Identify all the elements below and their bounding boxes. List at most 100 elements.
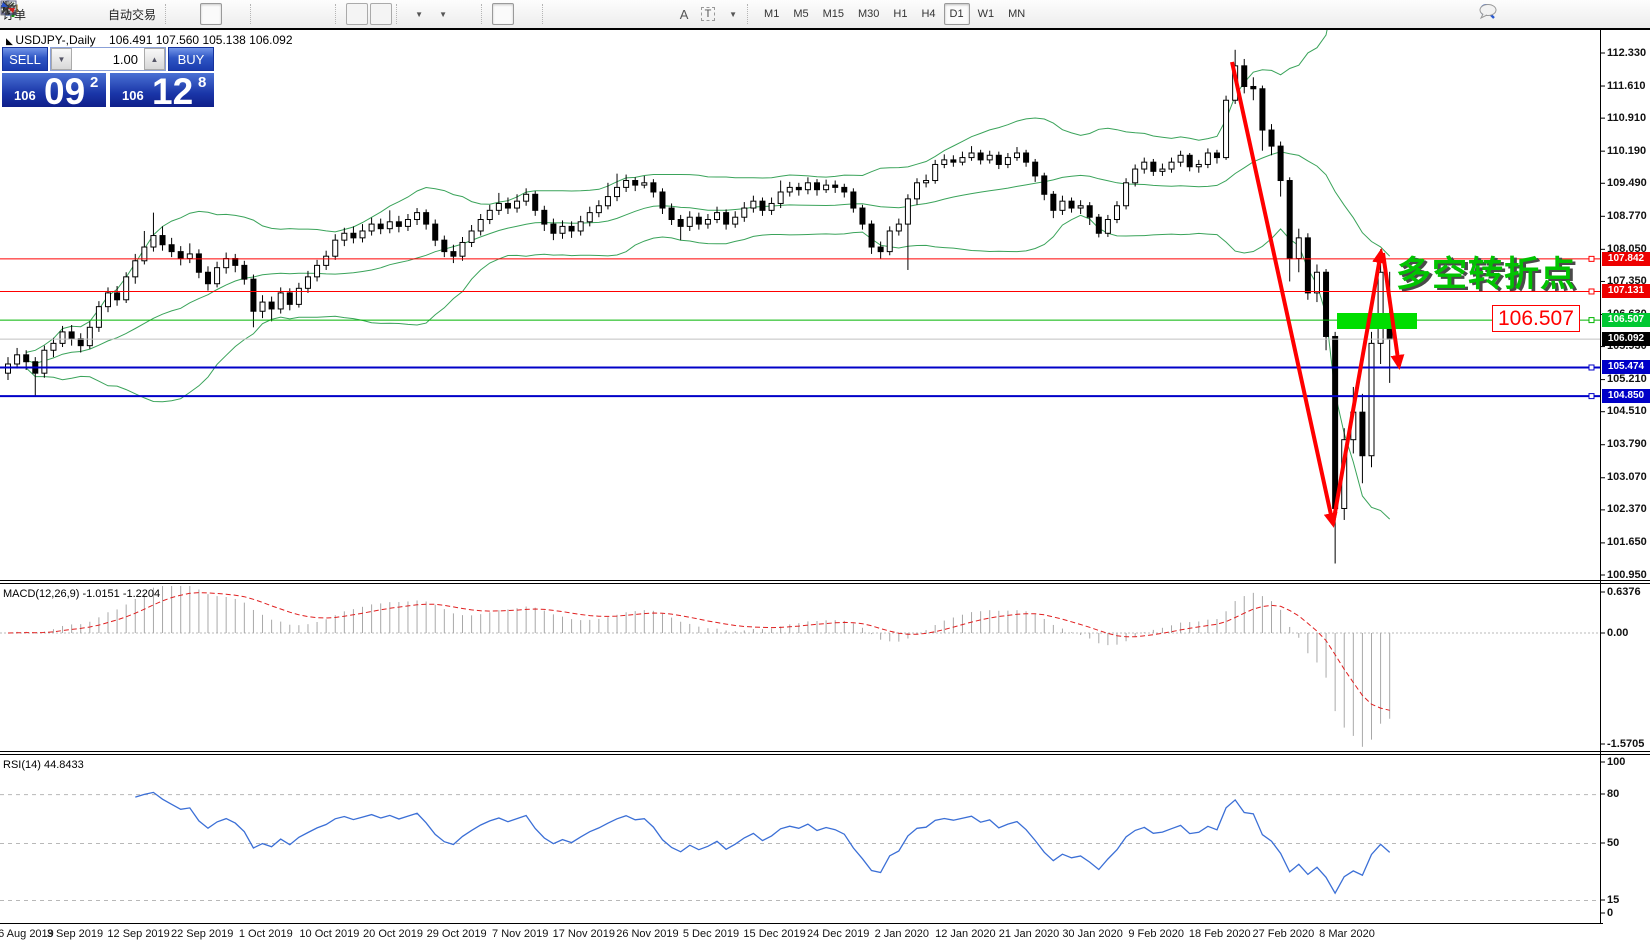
market-person-icon[interactable] [0,1,77,25]
turning-point-annotation[interactable]: 多空转折点 [1396,255,1577,294]
price-axis-tick: 103.070 [1607,471,1647,484]
vertical-line-tool[interactable] [5,1,575,25]
candle-body [1313,271,1320,294]
candle-body [595,205,602,214]
candle-body [632,180,639,186]
candle-body [877,246,884,253]
chart-title: ◣ USDJPY-,Daily 106.491 107.560 105.138 … [6,33,293,47]
zoom-out-button[interactable] [2,1,307,25]
price-tag-label[interactable]: 106.507 [1492,305,1580,332]
signal-icon[interactable] [1,0,101,25]
candlestick-mode-button[interactable] [1,1,223,25]
candle-body [650,182,657,193]
trend-arrow[interactable] [1331,248,1386,525]
add-indicator-button[interactable]: ▼ [0,0,429,25]
volume-input[interactable]: 1.00 [112,51,138,67]
price-axis-tick: 102.370 [1607,503,1647,516]
text-tool[interactable]: A [679,6,689,22]
turning-zone-rectangle[interactable] [1337,313,1417,329]
volume-up-button[interactable]: ▲ [144,48,165,70]
zoom-in-button[interactable] [2,1,283,25]
candle-body [704,219,711,225]
candle-body [623,180,630,188]
candle-body [750,200,757,209]
trend-arrow[interactable] [1230,61,1338,528]
chevron-down-icon: ▼ [439,9,447,19]
trend-arrow[interactable] [1381,252,1405,370]
chart-shift-button[interactable] [1,1,393,25]
line-chart-mode-button[interactable] [0,2,246,25]
text-label-tool[interactable]: T [697,3,719,25]
buy-button[interactable]: BUY [168,47,214,71]
rsi-line [135,791,1391,895]
price-badge: 104.850 [1602,389,1650,404]
date-axis-label: 24 Dec 2019 [806,928,870,940]
object-marker-icon: ◣ [6,36,16,46]
candle-body [277,292,284,310]
buy-price-big: 12 [152,71,194,112]
timeframe-D1[interactable]: D1 [943,3,970,25]
sell-button[interactable]: SELL [2,47,48,71]
macd-panel [0,586,1600,747]
tile-windows-button[interactable] [0,0,331,25]
rsi-axis-tick: 50 [1607,836,1620,849]
template-button[interactable] [0,0,477,25]
timeframe-H1[interactable]: H1 [893,8,908,20]
auto-scroll-button[interactable] [1,1,369,25]
candle-body [986,154,993,161]
chat-icon[interactable] [1479,3,1525,25]
candle-body [414,212,421,221]
candle-body [586,212,593,223]
date-axis-label: 26 Nov 2019 [616,928,679,940]
auto-trading-button[interactable]: 自动交易 [0,2,161,25]
horizontal-line-tool[interactable] [1,3,599,25]
candle-body [59,331,66,344]
timeframe-M5[interactable]: M5 [793,8,809,20]
candle-body [41,349,48,374]
candle-body [459,241,466,257]
candle-body [1195,163,1202,168]
candle-body [1168,161,1175,170]
price-badge: 106.092 [1602,332,1650,347]
toolbar: 订单 自动交易 [0,0,1650,29]
candle-body [1213,152,1220,159]
candle-body [95,306,102,328]
timeframe-M30[interactable]: M30 [858,8,880,20]
crosshair-tool-button[interactable] [1,1,538,25]
bollinger-band-line [26,151,1391,364]
candle-body [50,342,57,351]
candle-body [777,191,784,204]
notebook-icon[interactable] [1,2,53,25]
timeframe-M1[interactable]: M1 [764,8,780,20]
candle-body [268,301,275,310]
timeframe-H4[interactable]: H4 [921,8,936,20]
candle-body [1277,145,1284,182]
svg-text:F: F [12,11,16,16]
price-axis-tick: 110.910 [1607,111,1647,124]
sell-price-box[interactable]: 106 09 2 [2,73,106,110]
candle-body [195,253,202,273]
price-axis-tick: 103.790 [1607,438,1647,451]
timeframe-W1[interactable]: W1 [977,8,995,20]
trendline-tool[interactable] [1,2,623,25]
period-button[interactable]: ▼ [0,0,453,25]
macd-label: MACD(12,26,9) -1.0151 -1.2204 [3,588,161,600]
timeframe-MN[interactable]: MN [1008,8,1026,20]
cursor-tool-button[interactable] [3,1,515,25]
timeframe-M15[interactable]: M15 [822,8,844,20]
candle-body [1132,168,1139,184]
buy-price-box[interactable]: 106 12 8 [110,71,214,112]
candle-body [577,221,584,232]
candle-body [159,235,166,246]
arrows-tool[interactable]: ▼ [1,2,743,25]
bar-chart-mode-button[interactable] [1,2,198,25]
fibonacci-tool[interactable]: F [1,2,671,25]
candle-body [1123,182,1130,207]
equidistant-channel-tool[interactable]: E [1,1,647,25]
candle-body [1159,168,1166,172]
volume-down-button[interactable]: ▼ [51,48,72,70]
candle-body [1013,152,1020,159]
candle-body [377,223,384,230]
candle-body [1141,161,1148,170]
